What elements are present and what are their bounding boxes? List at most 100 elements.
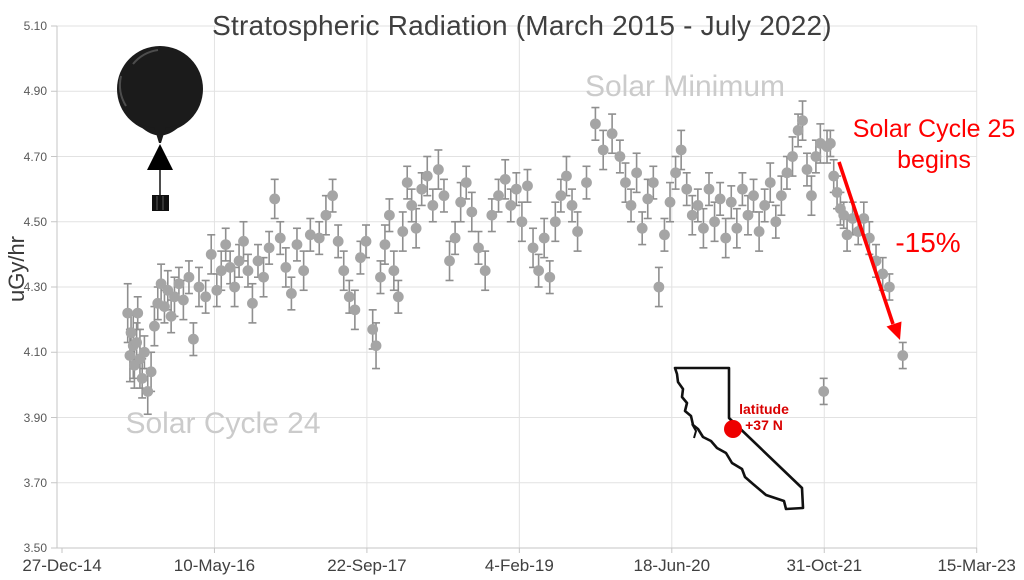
data-point: [188, 333, 199, 345]
data-point: [831, 186, 843, 198]
data-point: [810, 151, 822, 162]
data-point: [561, 170, 572, 182]
data-point: [229, 281, 241, 293]
data-point: [897, 350, 909, 361]
data-point: [247, 297, 258, 309]
data-point: [533, 265, 545, 277]
data-point: [416, 183, 428, 195]
y-tick-label: 5.10: [23, 19, 47, 33]
chart-title: Stratospheric Radiation (March 2015 - Ju…: [212, 10, 832, 41]
data-point: [327, 190, 339, 202]
data-point: [193, 281, 205, 293]
data-point: [169, 291, 180, 303]
x-tick-label: 27-Dec-14: [22, 556, 102, 575]
data-point: [379, 239, 391, 250]
data-point: [304, 229, 316, 241]
data-point: [510, 183, 522, 195]
data-point: [177, 294, 189, 306]
data-point: [242, 265, 254, 277]
data-point: [313, 232, 325, 244]
data-point: [714, 193, 726, 205]
y-tick-label: 4.10: [23, 345, 47, 360]
data-point: [397, 226, 409, 237]
data-point: [581, 177, 592, 189]
data-point: [165, 310, 177, 322]
data-point: [238, 235, 249, 247]
data-point: [631, 167, 643, 179]
data-series-layer: [122, 100, 909, 416]
data-point: [505, 200, 517, 211]
data-point: [125, 327, 137, 339]
data-point: [597, 144, 609, 156]
data-point: [725, 196, 737, 208]
data-point: [801, 164, 813, 175]
data-point: [828, 170, 840, 182]
y-tick-label: 3.50: [23, 541, 47, 555]
data-point: [642, 193, 654, 205]
data-point: [527, 242, 539, 254]
data-point: [797, 115, 808, 127]
data-point: [392, 291, 404, 303]
data-point: [549, 216, 561, 228]
y-tick-label: 4.30: [23, 280, 47, 294]
data-point: [818, 386, 830, 397]
data-point: [709, 216, 720, 228]
y-tick-label: 3.70: [23, 475, 47, 490]
x-tick-label: 31-Oct-21: [786, 556, 863, 575]
data-point: [647, 177, 659, 189]
data-point: [401, 177, 413, 189]
data-point: [620, 177, 631, 189]
data-point: [698, 222, 709, 234]
latitude-label: latitude +37 N: [714, 401, 814, 433]
y-tick-label: 4.90: [23, 84, 47, 99]
data-point: [406, 200, 418, 211]
data-point: [806, 190, 817, 202]
data-point: [375, 271, 386, 283]
data-point: [493, 190, 504, 202]
data-point: [479, 265, 491, 277]
data-point: [737, 183, 748, 195]
data-point: [136, 372, 148, 384]
data-point: [670, 167, 681, 179]
data-point: [159, 301, 170, 312]
data-point: [173, 278, 185, 290]
data-point: [142, 386, 154, 397]
data-point: [370, 340, 382, 352]
data-point: [338, 265, 350, 277]
data-point: [444, 255, 455, 267]
data-point: [544, 271, 556, 283]
data-point: [770, 216, 782, 228]
data-point: [759, 200, 771, 211]
data-point: [139, 346, 150, 358]
data-point: [742, 209, 754, 221]
data-point: [606, 128, 618, 140]
data-point: [499, 173, 511, 185]
data-point: [449, 232, 461, 244]
data-point: [349, 304, 361, 316]
data-point: [566, 200, 578, 211]
data-point: [220, 239, 232, 250]
data-point: [252, 255, 264, 267]
data-point: [614, 151, 626, 162]
data-point: [555, 190, 567, 202]
x-tick-label: 10-May-16: [173, 556, 256, 575]
data-point: [659, 229, 670, 241]
data-point: [145, 366, 157, 378]
data-point: [388, 265, 400, 277]
data-point: [787, 151, 798, 162]
x-tick-label: 4-Feb-19: [484, 556, 554, 575]
solar-cycle-24-watermark: Solar Cycle 24: [125, 407, 321, 440]
data-point: [205, 248, 217, 260]
data-point: [538, 232, 550, 244]
grid-layer: [51, 25, 978, 553]
data-point: [269, 193, 281, 205]
data-point: [625, 200, 637, 211]
x-tick-label: 22-Sep-17: [327, 556, 407, 575]
data-point: [162, 284, 174, 296]
data-point: [460, 177, 472, 189]
data-point: [320, 209, 332, 221]
data-point: [274, 232, 286, 244]
data-point: [383, 209, 395, 221]
data-point: [122, 307, 134, 319]
